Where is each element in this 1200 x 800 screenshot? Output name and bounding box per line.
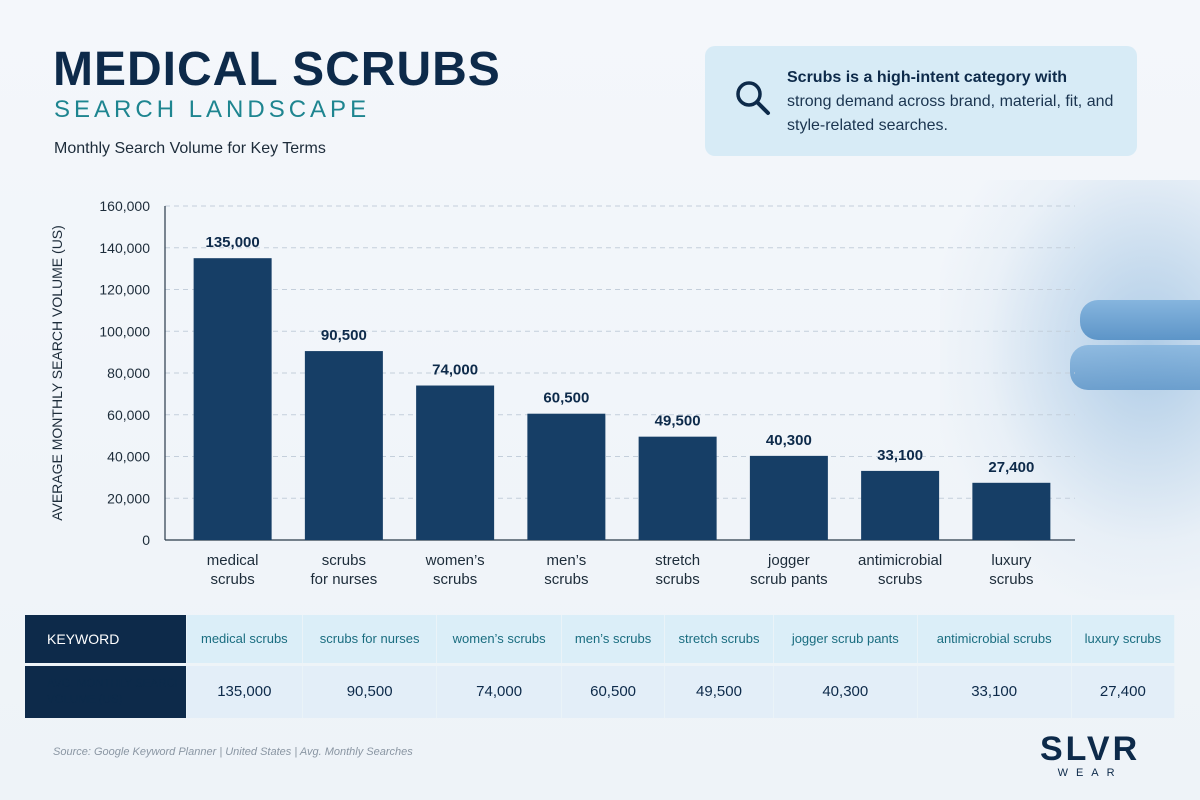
volume-cell: 49,500 <box>664 662 774 718</box>
x-tick-label: scrubs <box>322 552 366 569</box>
keyword-cell: jogger scrub pants <box>773 615 918 664</box>
folded-scrubs-image <box>1080 300 1200 340</box>
data-label: 27,400 <box>988 459 1034 476</box>
data-label: 74,000 <box>432 362 478 379</box>
logo-sub: WEAR <box>1057 767 1123 779</box>
keyword-cell: scrubs for nurses <box>302 615 438 664</box>
keyword-cell: stretch scrubs <box>664 615 774 664</box>
data-label: 135,000 <box>206 234 260 251</box>
x-tick-label: for nurses <box>311 571 378 588</box>
y-tick-label: 140,000 <box>99 240 150 256</box>
bar <box>304 351 383 540</box>
y-tick-label: 60,000 <box>107 407 150 423</box>
volume-header: AVG. MONTHLY SEARCH VOLUME (US) <box>25 662 187 718</box>
insight-callout: Scrubs is a high-intent category with st… <box>705 46 1137 156</box>
data-label: 60,500 <box>543 390 589 407</box>
data-label: 40,300 <box>766 432 812 449</box>
bar <box>527 413 606 540</box>
bar <box>416 385 495 540</box>
y-tick-label: 20,000 <box>107 490 150 506</box>
x-tick-label: scrubs <box>544 571 588 588</box>
x-tick-label: stretch <box>655 552 700 569</box>
page-title: MEDICAL SCRUBS <box>53 43 501 96</box>
bar <box>638 436 717 540</box>
source-note: Source: Google Keyword Planner | United … <box>53 746 413 758</box>
x-tick-label: scrubs <box>656 571 700 588</box>
y-tick-label: 100,000 <box>99 323 150 339</box>
keyword-cell: women’s scrubs <box>436 615 563 664</box>
x-tick-label: jogger <box>767 552 810 569</box>
data-label: 90,500 <box>321 327 367 344</box>
keyword-header: KEYWORD <box>25 615 187 664</box>
volume-cell: 74,000 <box>436 662 563 718</box>
volume-cell: 40,300 <box>773 662 918 718</box>
volume-cell: 135,000 <box>186 662 304 718</box>
volume-cell: 90,500 <box>302 662 438 718</box>
data-label: 49,500 <box>655 413 701 430</box>
bar-chart: 0 20,000 40,000 60,000 80,000 100,000 120,000 1… <box>49 198 1075 588</box>
x-tick-label: scrub pants <box>750 571 828 588</box>
search-icon <box>736 81 770 115</box>
bar <box>861 470 940 540</box>
bar <box>193 258 272 540</box>
y-axis-title: AVERAGE MONTHLY SEARCH VOLUME (US) <box>49 225 65 521</box>
callout-text: strong demand across brand, material, fi… <box>787 93 1114 134</box>
callout-bold-text: Scrubs is a high-intent category with <box>787 69 1068 86</box>
x-tick-label: antimicrobial <box>858 552 942 569</box>
keyword-cell: antimicrobial scrubs <box>917 615 1072 664</box>
x-tick-label: women’s <box>425 552 485 569</box>
x-tick-label: scrubs <box>989 571 1033 588</box>
chart-caption: Monthly Search Volume for Key Terms <box>54 140 326 157</box>
x-tick-label: scrubs <box>211 571 255 588</box>
page-subtitle: SEARCH LANDSCAPE <box>54 96 371 123</box>
y-tick-label: 0 <box>142 532 150 548</box>
volume-cell: 33,100 <box>917 662 1072 718</box>
volume-cell: 60,500 <box>561 662 666 718</box>
folded-scrubs-image <box>1070 345 1200 390</box>
bar <box>749 455 828 540</box>
logo-main: SLVR <box>1040 730 1141 768</box>
keyword-cell: medical scrubs <box>186 615 304 664</box>
x-tick-label: men’s <box>547 552 587 569</box>
x-tick-label: scrubs <box>433 571 477 588</box>
x-tick-label: scrubs <box>878 571 922 588</box>
x-tick-label: medical <box>207 552 259 569</box>
x-tick-label: luxury <box>991 552 1032 569</box>
keyword-cell: men’s scrubs <box>561 615 666 664</box>
volume-cell: 27,400 <box>1071 662 1176 718</box>
data-label: 33,100 <box>877 447 923 464</box>
y-tick-label: 80,000 <box>107 365 150 381</box>
bar <box>972 482 1051 540</box>
y-tick-label: 40,000 <box>107 449 150 465</box>
y-tick-label: 160,000 <box>99 198 150 214</box>
brand-logo: SLVR WEAR <box>1040 730 1140 779</box>
y-tick-label: 120,000 <box>99 282 150 298</box>
keyword-table: KEYWORD medical scrubs scrubs for nurses wo… <box>25 615 1176 718</box>
keyword-cell: luxury scrubs <box>1071 615 1176 664</box>
